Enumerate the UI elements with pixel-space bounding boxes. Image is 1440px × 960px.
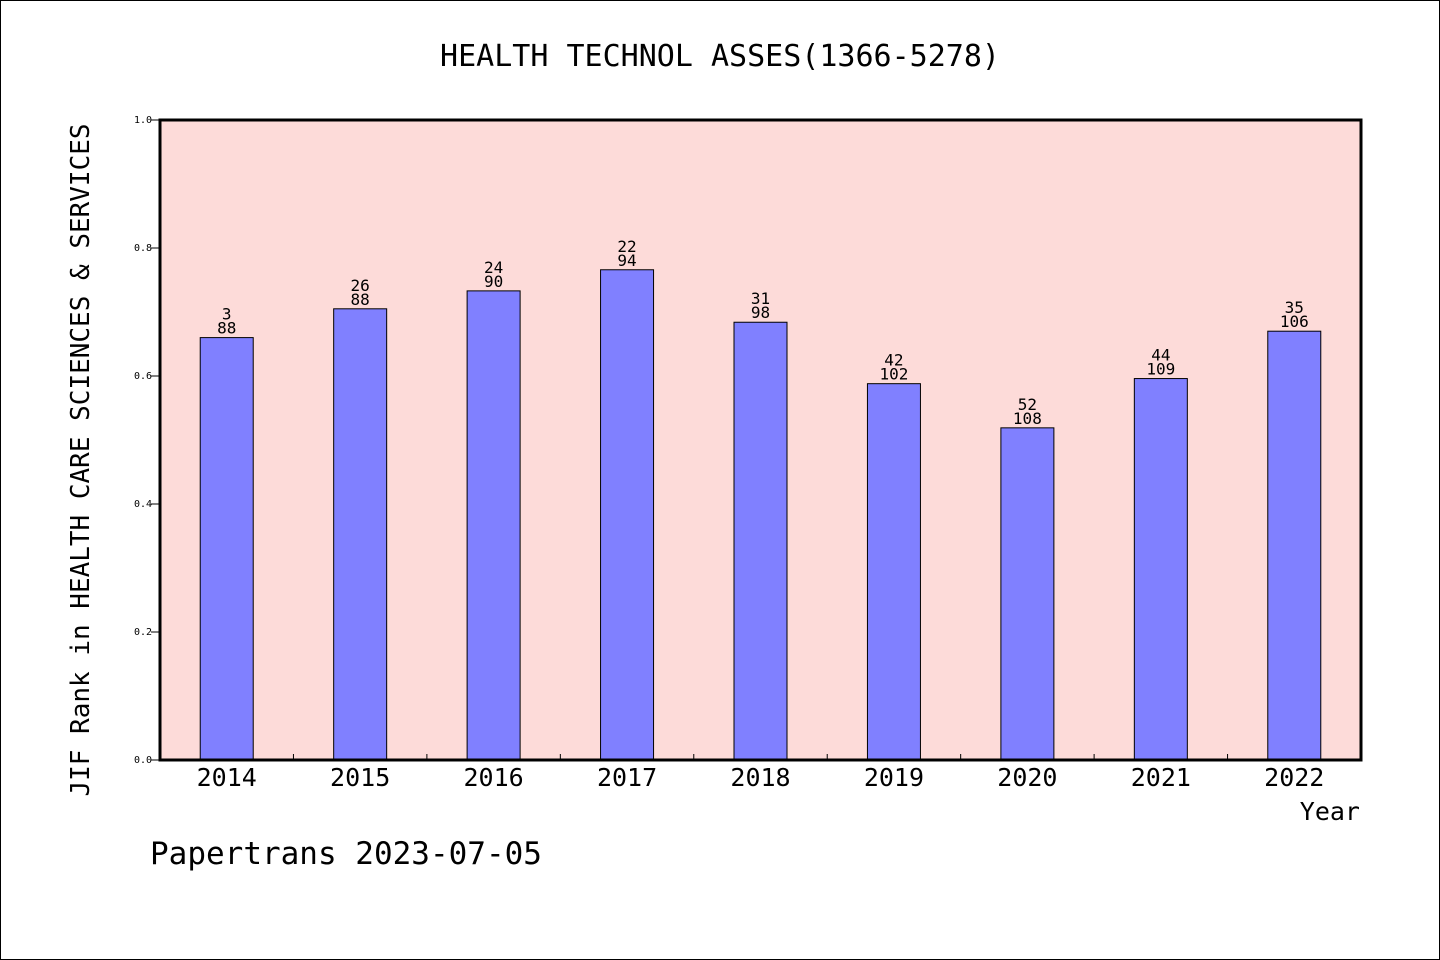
bar-rank-label: 26 (351, 276, 370, 295)
y-tick-label: 0.4 (134, 499, 152, 510)
bar-2021 (1133, 378, 1188, 761)
y-axis-label: JIF Rank in HEALTH CARE SCIENCES & SERVI… (66, 123, 96, 796)
bar-2014 (199, 337, 254, 761)
bar-total-label: 88 (351, 290, 370, 309)
bar-total-label: 109 (1146, 360, 1175, 379)
y-tick-label: 0.2 (134, 627, 152, 638)
bar-rank-label: 52 (1018, 395, 1037, 414)
x-axis-tick-labels: 2014 2015 2016 2017 2018 2019 2020 2021 2022 (197, 763, 1325, 792)
bar-total-label: 90 (484, 272, 503, 291)
bar-2017 (600, 269, 655, 761)
x-axis-label: Year (1300, 797, 1360, 826)
bar-2019 (866, 383, 921, 761)
plot-frame (158, 118, 1363, 762)
y-tick-label: 0.8 (134, 243, 152, 254)
x-tick-label: 2019 (864, 763, 924, 792)
x-tick-label: 2014 (197, 763, 257, 792)
bar-rank-label: 31 (751, 289, 770, 308)
bar-2020 (1000, 427, 1055, 761)
x-tick-label: 2015 (330, 763, 390, 792)
y-tick-label: 0.6 (134, 371, 152, 382)
bar-series (199, 269, 1322, 761)
bar-rank-label: 24 (484, 258, 503, 277)
bar-rank-label: 22 (617, 237, 636, 256)
x-tick-label: 2020 (997, 763, 1057, 792)
x-tick-label: 2017 (597, 763, 657, 792)
x-tick-label: 2016 (464, 763, 524, 792)
y-tick-label: 0.0 (134, 755, 152, 766)
bar-2016 (466, 290, 521, 761)
bar-rank-label: 35 (1285, 298, 1304, 317)
bar-2018 (733, 321, 788, 761)
x-tick-label: 2018 (730, 763, 790, 792)
chart-title: HEALTH TECHNOL ASSES(1366-5278) (440, 39, 1000, 74)
bar-total-label: 94 (617, 251, 636, 270)
bar-rank-label: 44 (1151, 346, 1170, 365)
bar-rank-label: 42 (884, 351, 903, 370)
x-tick-label: 2021 (1131, 763, 1191, 792)
x-tick-label: 2022 (1264, 763, 1324, 792)
y-tick-label: 1.0 (134, 115, 152, 126)
bar-rank-label: 3 (222, 305, 232, 324)
bar-total-label: 108 (1013, 409, 1042, 428)
bar-total-label: 98 (751, 303, 770, 322)
bar-total-label: 102 (879, 365, 908, 384)
bar-total-label: 88 (217, 319, 236, 338)
watermark-text: Papertrans 2023-07-05 (150, 836, 542, 872)
bar-2015 (333, 308, 388, 761)
bar-total-label: 106 (1280, 312, 1309, 331)
bar-2022 (1267, 330, 1322, 761)
